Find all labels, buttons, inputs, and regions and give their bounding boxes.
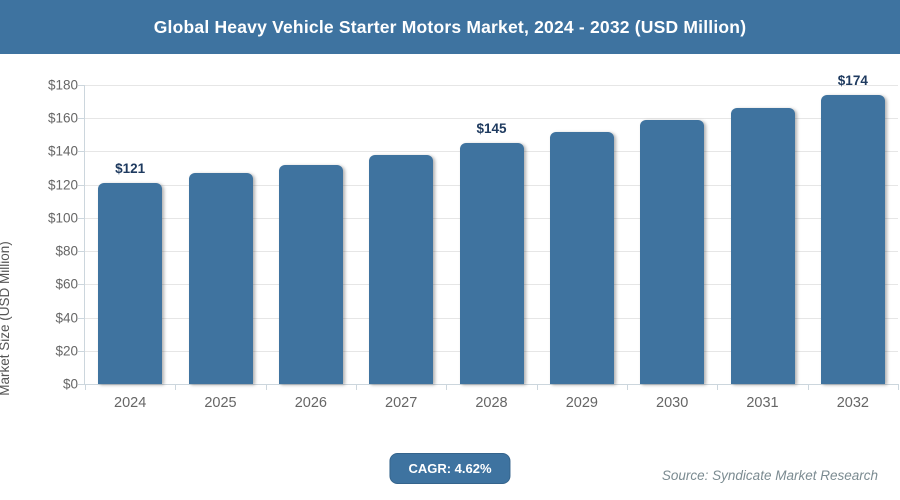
x-axis-tick [717,384,719,390]
y-axis-tick [78,317,85,319]
x-axis-tick [85,384,86,390]
plot-area: Market Size (USD Million) $0 $20 $40 $60 $80… [0,73,899,411]
y-axis-tick [78,217,85,219]
bar-2031[interactable] [730,108,795,384]
bar-value-label-2028: $145 [476,121,507,137]
y-axis-tick-label: $180 [47,77,78,93]
x-axis-tick [627,384,628,390]
x-axis-tick [898,384,899,390]
y-axis-tick-label: $0 [62,376,78,392]
chart-title: Global Heavy Vehicle Starter Motors Mark… [153,16,747,37]
y-axis-tick-label: $80 [55,243,78,259]
chart-title-bar: Global Heavy Vehicle Starter Motors Mark… [0,0,900,54]
y-axis-tick [78,350,85,352]
x-axis-tick [446,384,448,390]
y-axis-tick-label: $160 [47,110,78,126]
x-axis-label-2026: 2026 [294,395,327,411]
y-axis-tick-label: $40 [55,310,78,326]
x-axis-label-2032: 2032 [836,395,869,411]
cagr-badge: CAGR: 4.62% [389,453,511,484]
y-axis-tick-label: $60 [55,276,78,292]
x-axis-tick [265,384,267,390]
y-axis-tick [78,118,85,120]
bar-2026[interactable] [278,164,343,384]
bar-2025[interactable] [188,173,253,384]
x-axis-label-2029: 2029 [565,395,598,411]
gridline [85,118,898,120]
bar-2027[interactable] [369,154,434,384]
y-axis-tick [78,184,85,186]
x-axis-label-2028: 2028 [475,395,508,411]
x-axis-tick [175,384,177,390]
y-axis-tick-label: $120 [47,177,78,193]
y-axis-tick [78,284,85,286]
x-axis-label-2031: 2031 [746,395,779,411]
y-axis-tick [78,251,85,253]
x-axis-label-2025: 2025 [204,395,237,411]
x-axis-tick [807,384,809,390]
x-axis-tick [356,384,357,390]
y-axis-tick-label: $100 [47,210,78,226]
bar-2029[interactable] [549,131,614,384]
x-axis-label-2024: 2024 [114,395,147,411]
bar-2030[interactable] [640,119,705,384]
y-axis-title: Market Size (USD Million) [0,241,12,396]
x-axis-label-2030: 2030 [656,395,689,411]
x-axis-label-2027: 2027 [385,395,418,411]
y-axis-tick [78,151,85,153]
source-attribution: Source: Syndicate Market Research [661,468,878,483]
bar-2024[interactable] [98,183,163,384]
y-axis-tick [78,384,85,385]
bar-value-label-2032: $174 [837,72,868,88]
bar-2032[interactable] [820,94,885,384]
y-axis-tick-label: $140 [47,143,78,159]
bar-value-label-2024: $121 [115,161,146,176]
y-axis-tick [78,85,85,86]
x-axis-tick [536,384,538,390]
bar-2028[interactable] [459,143,524,384]
gridline [85,85,898,86]
y-axis-tick-label: $20 [55,343,78,359]
